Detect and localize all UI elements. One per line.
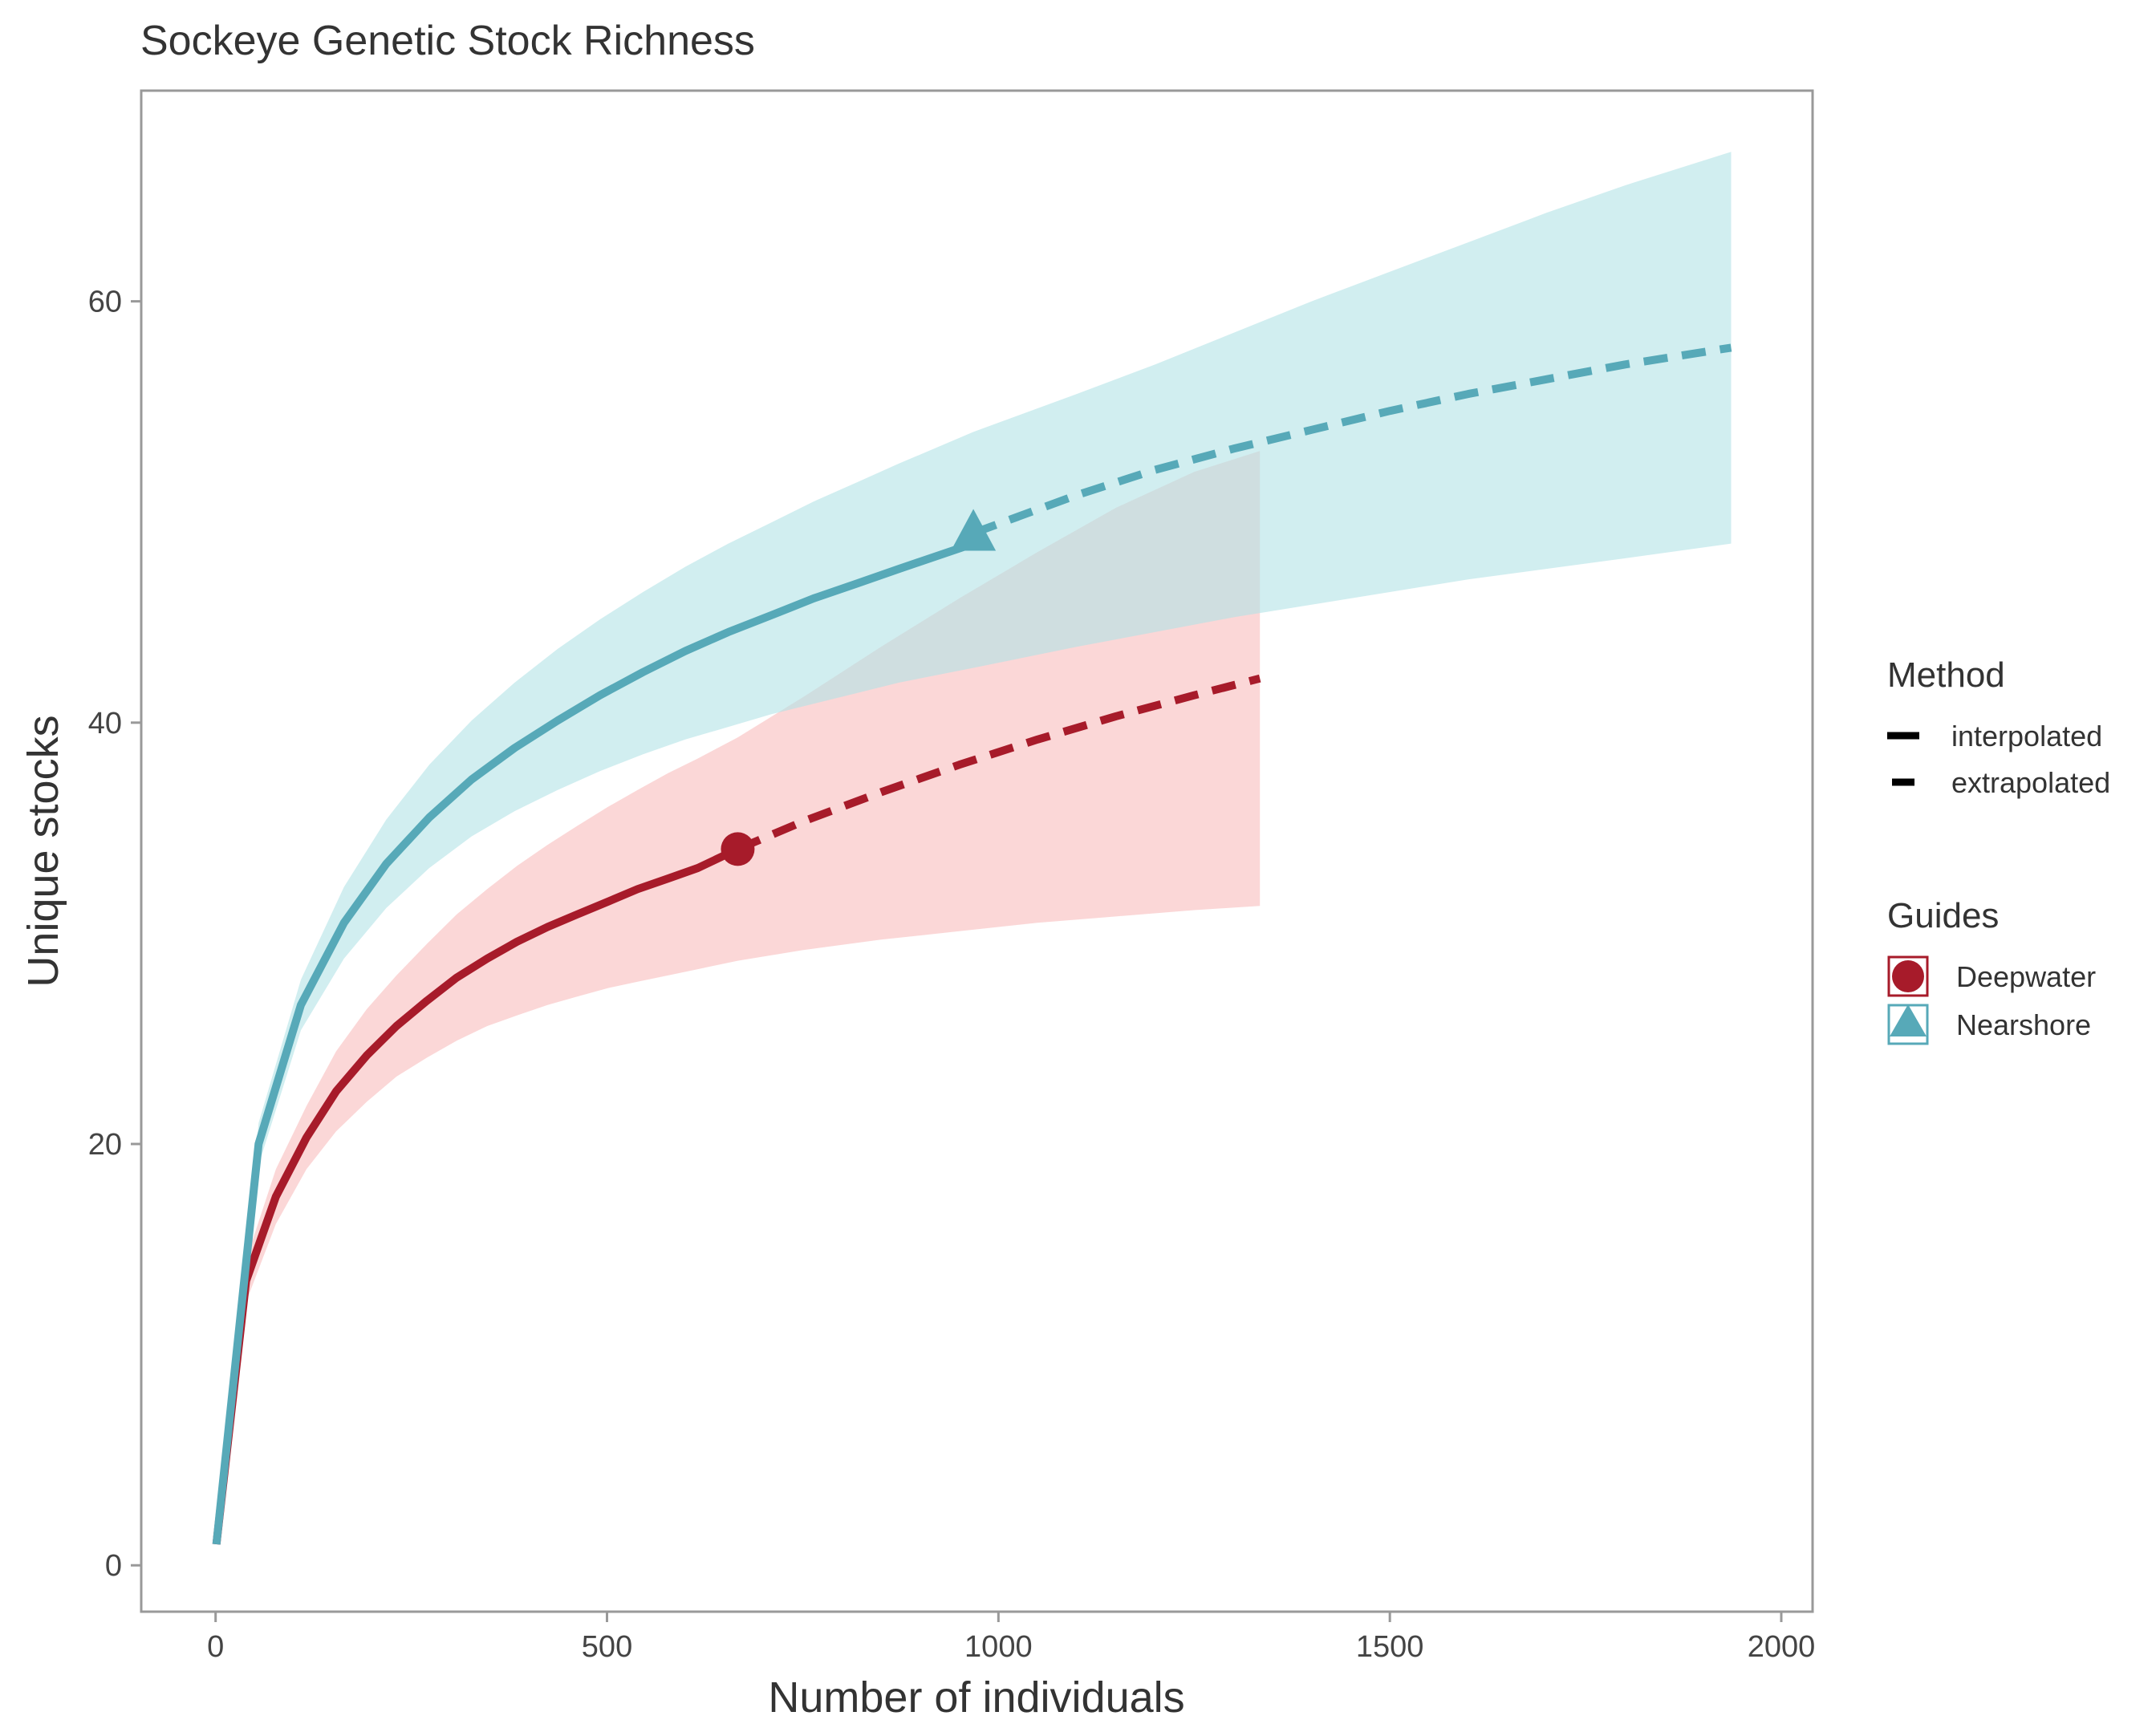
deepwater-extrapolated-line [736,674,1261,854]
legend-guides-title: Guides [1887,896,1999,935]
legend-label-interpolated: interpolated [1951,720,2102,752]
legend-nearshore-triangle-marker [1890,1004,1927,1036]
y-tick-label: 60 [88,286,122,319]
x-axis: 0 500 1000 1500 2000 [207,1612,1815,1664]
y-tick-label: 20 [88,1128,122,1162]
y-axis-title: Unique stocks [19,715,67,987]
x-tick-label: 500 [582,1630,632,1664]
x-tick-label: 0 [207,1630,224,1664]
legend-deepwater-circle-marker [1892,960,1924,992]
legend-label-extrapolated: extrapolated [1951,766,2110,799]
nearshore-extrapolated-line [972,343,1732,537]
legend-label-nearshore: Nearshore [1956,1008,2091,1041]
deepwater-confidence-band [216,451,1261,1544]
deepwater-reference-point-marker [721,832,755,866]
legend-label-deepwater: Deepwater [1956,960,2096,993]
plot-panel-border [140,89,1814,1613]
x-axis-title: Number of individuals [768,1673,1184,1722]
nearshore-confidence-band [216,152,1732,1545]
y-tick-label: 0 [105,1549,122,1583]
legend: Method interpolated extrapolated Guides … [1887,655,2110,1045]
deepwater-interpolated-line [212,845,740,1545]
x-tick-label: 1500 [1356,1630,1424,1664]
nearshore-interpolated-line [212,539,975,1545]
y-axis: 0 20 40 60 [88,286,141,1583]
x-tick-label: 1000 [964,1630,1033,1664]
x-tick-label: 2000 [1748,1630,1816,1664]
series-lines [212,343,1732,1545]
chart-title: Sockeye Genetic Stock Richness [140,18,755,64]
nearshore-reference-point-marker [951,509,997,551]
confidence-bands [216,152,1732,1545]
legend-method-title: Method [1887,655,2005,695]
series-markers [721,509,997,866]
y-tick-label: 40 [88,707,122,740]
